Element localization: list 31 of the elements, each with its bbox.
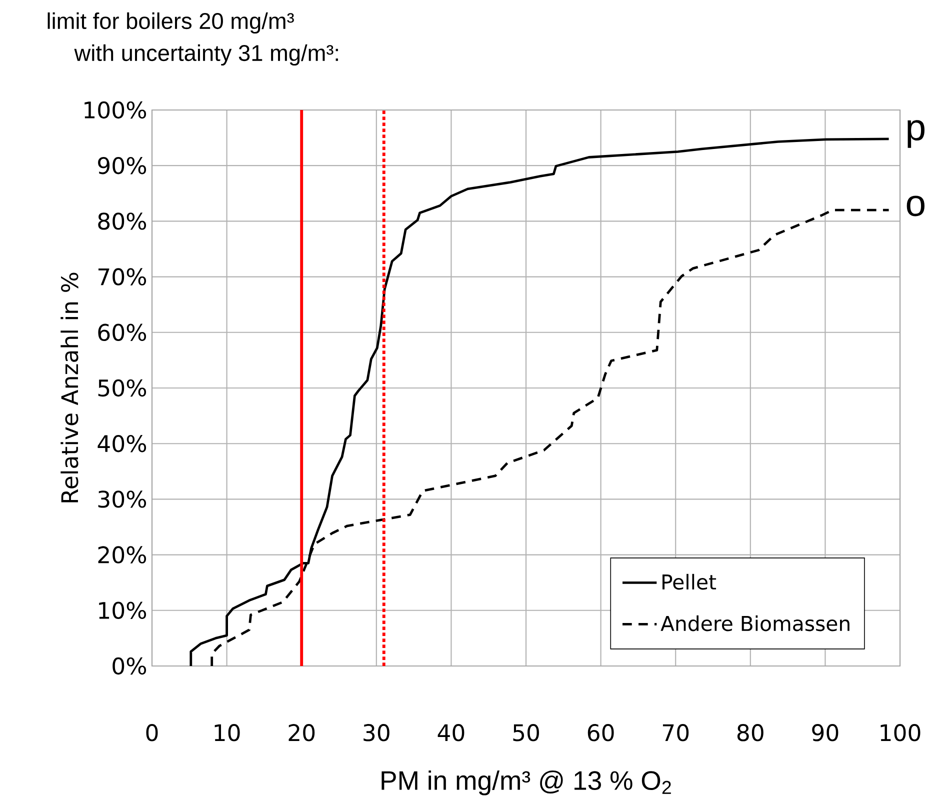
legend-label: Andere Biomassen: [660, 615, 850, 632]
x-tick-label: 100: [880, 724, 920, 742]
text: p: [908, 120, 924, 148]
line-series: [190, 138, 890, 668]
y-tick-label: 40%: [98, 434, 146, 452]
y-tick-label: 80%: [98, 212, 146, 230]
text: o: [906, 196, 924, 216]
x-tick-label: 80: [737, 724, 764, 742]
x-tick-label: 40: [438, 724, 464, 742]
y-tick-label: 30%: [98, 490, 146, 508]
x-tick-label: 30: [364, 724, 390, 742]
y-tick-label: 20%: [98, 546, 146, 564]
y-axis-title: Relative Anzahl in %: [60, 272, 78, 502]
x-tick-label: 50: [513, 724, 539, 742]
x-tick-label: 70: [662, 724, 689, 742]
x-tick-label: 10: [214, 724, 240, 742]
x-tick-label: 0: [146, 724, 158, 742]
chart-subtitle: with uncertainty 31 mg/m³:: [74, 44, 338, 66]
y-tick-label: 90%: [98, 156, 146, 174]
chart-title: limit for boilers 20 mg/m³: [48, 12, 294, 34]
x-tick-label: 60: [588, 724, 614, 742]
y-tick-label: 70%: [98, 268, 146, 286]
x-tick-label: 20: [288, 724, 315, 742]
x-axis-title: PM in mg/m³ @ 13 % O$_{2}$: [382, 770, 671, 796]
y-tick-label: 100%: [84, 101, 146, 119]
y-tick-label: 10%: [99, 602, 146, 620]
y-tick-label: 0%: [112, 657, 146, 675]
x-tick-label: 90: [812, 724, 838, 742]
y-tick-label: 60%: [98, 324, 146, 342]
legend-label: Pellet: [662, 574, 716, 590]
y-tick-label: 50%: [98, 379, 146, 397]
